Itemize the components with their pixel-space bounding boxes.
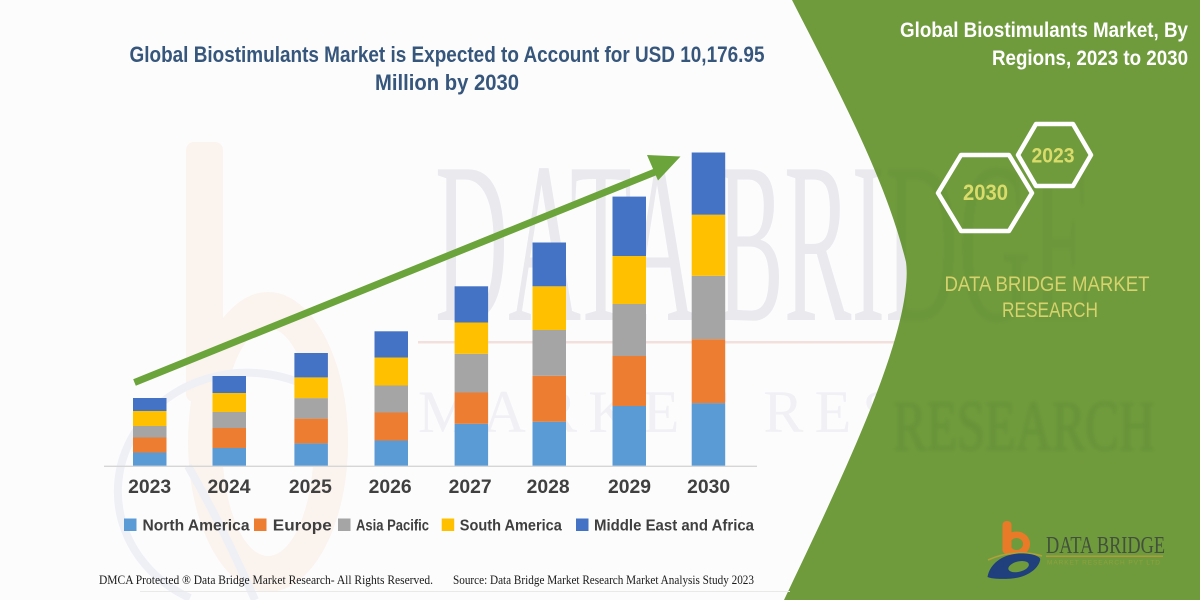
svg-text:2023: 2023	[128, 477, 171, 498]
svg-text:2026: 2026	[369, 477, 412, 498]
svg-text:Source: Data Bridge Market Res: Source: Data Bridge Market Research Mark…	[453, 573, 754, 587]
svg-text:2024: 2024	[208, 477, 251, 498]
svg-text:2030: 2030	[687, 477, 730, 498]
svg-text:RESEARCH: RESEARCH	[893, 386, 1155, 466]
svg-text:2030: 2030	[963, 180, 1008, 205]
svg-text:Regions, 2023 to 2030: Regions, 2023 to 2030	[992, 47, 1188, 70]
svg-text:Global Biostimulants Market, B: Global Biostimulants Market, By	[900, 19, 1188, 42]
svg-text:RESEARCH: RESEARCH	[1002, 299, 1098, 322]
svg-text:Million by 2030: Million by 2030	[375, 70, 519, 95]
svg-text:2025: 2025	[289, 477, 332, 498]
svg-text:MARKET RESEARCH PVT LTD: MARKET RESEARCH PVT LTD	[1047, 560, 1160, 567]
svg-text:2029: 2029	[608, 477, 651, 498]
svg-text:2027: 2027	[449, 477, 492, 498]
svg-text:2023: 2023	[1032, 145, 1075, 168]
svg-text:2028: 2028	[527, 477, 570, 498]
svg-text:Middle East and Africa: Middle East and Africa	[594, 518, 754, 535]
svg-text:Europe: Europe	[273, 518, 332, 535]
svg-text:Asia Pacific: Asia Pacific	[356, 518, 429, 535]
svg-text:DATA BRIDGE: DATA BRIDGE	[1046, 533, 1165, 559]
svg-text:North America: North America	[143, 518, 250, 535]
svg-text:Global Biostimulants Market is: Global Biostimulants Market is Expected …	[130, 42, 765, 67]
svg-text:South America: South America	[460, 518, 562, 535]
svg-text:DATA BRIDGE MARKET: DATA BRIDGE MARKET	[945, 273, 1150, 296]
svg-text:DMCA Protected ® Data Bridge M: DMCA Protected ® Data Bridge Market Rese…	[99, 573, 433, 587]
